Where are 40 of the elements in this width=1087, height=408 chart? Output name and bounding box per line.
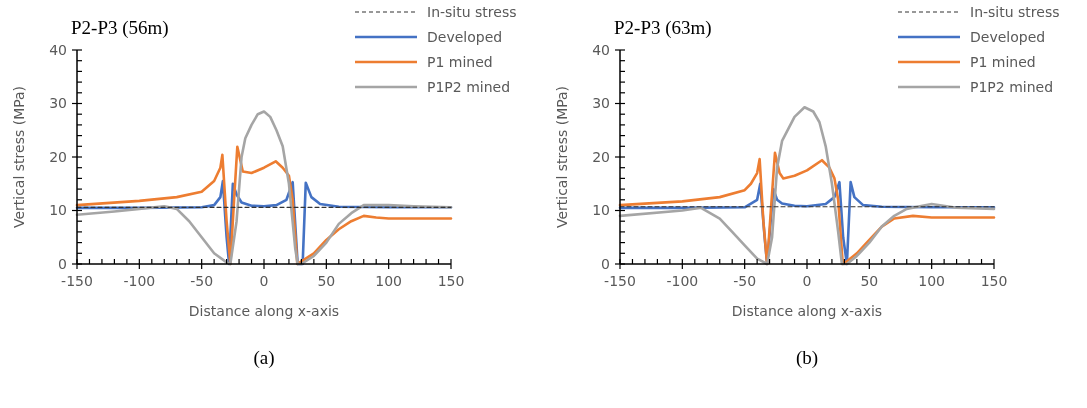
x-tick-label: 100 xyxy=(375,273,403,289)
legend-label: P1P2 mined xyxy=(970,78,1054,95)
chart-title: P2-P3 (63m) xyxy=(614,17,712,39)
y-tick-label: 20 xyxy=(49,148,67,165)
y-tick-label: 40 xyxy=(49,41,67,58)
legend-label: Developed xyxy=(970,28,1046,45)
text: (b) xyxy=(795,347,819,369)
x-tick-label: 0 xyxy=(802,273,812,289)
y-tick-label: 20 xyxy=(592,148,610,165)
y-tick-label: 40 xyxy=(592,41,610,58)
x-tick-label: -100 xyxy=(666,273,699,289)
x-tick-label: -50 xyxy=(190,273,214,289)
x-tick-label: -150 xyxy=(604,273,636,289)
x-tick-label: 50 xyxy=(860,273,879,289)
y-tick-label: 10 xyxy=(592,202,610,219)
legend-label: P1 mined xyxy=(427,53,493,70)
x-tick-label: 150 xyxy=(437,273,465,289)
x-tick-label: 100 xyxy=(918,273,946,289)
x-tick-label: 0 xyxy=(259,273,269,289)
y-axis-title: Vertical stress (MPa) xyxy=(11,85,27,229)
x-tick-label: 50 xyxy=(317,273,336,289)
y-tick-label: 30 xyxy=(49,95,67,112)
text: (a) xyxy=(253,347,275,369)
legend-label: In-situ stress xyxy=(427,3,517,20)
y-tick-label: 0 xyxy=(601,255,610,272)
legend-label: P1P2 mined xyxy=(427,78,511,95)
x-tick-label: -150 xyxy=(61,273,93,289)
y-tick-label: 10 xyxy=(49,202,67,219)
y-axis-title: Vertical stress (MPa) xyxy=(554,85,570,229)
y-tick-label: 0 xyxy=(58,255,67,272)
x-tick-label: -50 xyxy=(733,273,757,289)
x-axis-title: Distance along x-axis xyxy=(731,303,883,319)
x-axis-title: Distance along x-axis xyxy=(188,303,340,319)
x-tick-label: 150 xyxy=(980,273,1008,289)
legend-label: In-situ stress xyxy=(970,3,1060,20)
y-tick-label: 30 xyxy=(592,95,610,112)
x-tick-label: -100 xyxy=(123,273,156,289)
chart-title: P2-P3 (56m) xyxy=(71,17,169,39)
legend-label: Developed xyxy=(427,28,503,45)
legend-label: P1 mined xyxy=(970,53,1036,70)
